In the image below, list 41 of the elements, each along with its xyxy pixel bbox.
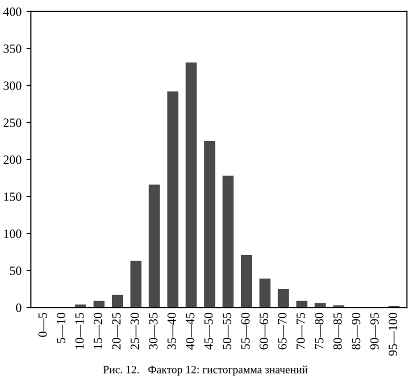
y-tick-label: 350 bbox=[4, 44, 22, 53]
bar bbox=[204, 140, 216, 308]
bar bbox=[259, 278, 270, 308]
y-tick-label: 200 bbox=[4, 156, 22, 164]
x-tick-label: 90—95 bbox=[370, 312, 379, 350]
x-tick-label: 85—90 bbox=[352, 312, 360, 350]
bar bbox=[112, 294, 123, 308]
x-tick-label: 35—40 bbox=[167, 312, 176, 350]
bar bbox=[130, 260, 142, 308]
x-tick-label: 80—85 bbox=[333, 312, 342, 350]
text: Рис. 12. Фактор 12: гистограмма значений bbox=[103, 366, 308, 376]
y-tick-label: 400 bbox=[3, 7, 22, 16]
x-tick-label: 50—55 bbox=[222, 312, 232, 350]
y-tick-label: 50 bbox=[10, 266, 22, 275]
bar bbox=[222, 176, 234, 308]
x-tick-label: 5—10 bbox=[56, 312, 66, 343]
x-tick-label: 30—35 bbox=[149, 312, 158, 350]
x-tick-label: 40—45 bbox=[186, 312, 194, 350]
x-tick-label: 95—100 bbox=[388, 312, 398, 356]
x-tick-label: 55—60 bbox=[241, 312, 250, 350]
x-tick-label: 10—15 bbox=[75, 312, 84, 349]
bar bbox=[314, 303, 326, 308]
x-tick-label: 70—75 bbox=[296, 312, 305, 350]
x-tick-label: 15—20 bbox=[94, 312, 102, 349]
x-tick-label: 75—80 bbox=[314, 312, 324, 350]
bar bbox=[240, 254, 252, 308]
y-tick-label: 150 bbox=[4, 192, 22, 201]
x-tick-label: 0—5 bbox=[38, 312, 47, 337]
y-tick-label: 100 bbox=[4, 230, 22, 238]
bar bbox=[186, 62, 197, 308]
bar bbox=[278, 289, 289, 308]
x-tick-label: 25—30 bbox=[130, 312, 140, 350]
y-tick-label: 0 bbox=[16, 304, 22, 312]
bar bbox=[167, 91, 178, 308]
x-tick-label: 45—50 bbox=[204, 312, 213, 350]
x-tick-label: 60—65 bbox=[260, 312, 268, 350]
x-tick-label: 65—70 bbox=[278, 312, 287, 350]
bar bbox=[148, 184, 160, 308]
x-tick-label: 20—25 bbox=[112, 312, 121, 350]
y-tick-label: 250 bbox=[4, 118, 22, 127]
y-tick-label: 300 bbox=[4, 81, 22, 90]
